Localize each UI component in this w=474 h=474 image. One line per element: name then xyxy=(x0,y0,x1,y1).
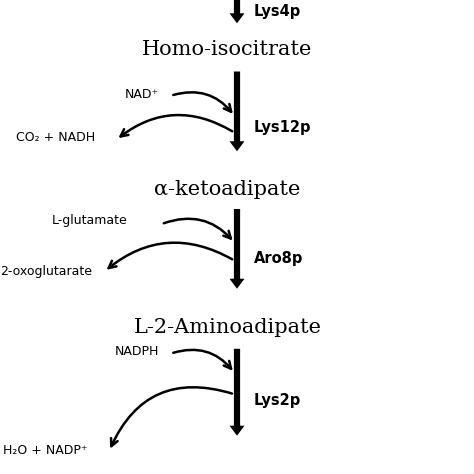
Text: H₂O + NADP⁺: H₂O + NADP⁺ xyxy=(3,444,88,457)
Text: L-2-Aminoadipate: L-2-Aminoadipate xyxy=(134,318,321,337)
Text: Lys2p: Lys2p xyxy=(254,393,301,408)
Text: α-ketoadipate: α-ketoadipate xyxy=(155,180,301,199)
Text: Lys4p: Lys4p xyxy=(254,4,301,19)
Text: Aro8p: Aro8p xyxy=(254,251,303,266)
Text: NAD⁺: NAD⁺ xyxy=(125,88,159,101)
Text: Homo-isocitrate: Homo-isocitrate xyxy=(142,40,313,59)
Text: 2-oxoglutarate: 2-oxoglutarate xyxy=(0,264,92,278)
Text: NADPH: NADPH xyxy=(114,345,159,358)
Text: L-glutamate: L-glutamate xyxy=(52,214,128,227)
Text: CO₂ + NADH: CO₂ + NADH xyxy=(16,131,95,144)
Text: Lys12p: Lys12p xyxy=(254,120,311,136)
